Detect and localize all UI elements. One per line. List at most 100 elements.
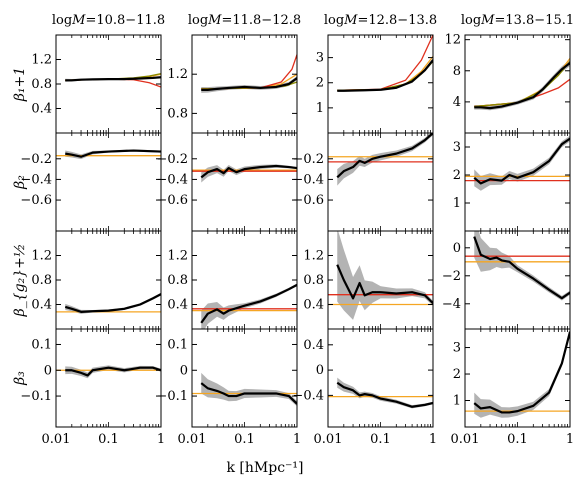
panel-frame [327, 132, 434, 232]
measured-line [64, 293, 161, 313]
y-tick-label: 0.4 [303, 338, 324, 353]
column-title: logM=13.8−15.1 [461, 13, 574, 28]
y-tick-label: −0.1 [156, 389, 188, 404]
y-tick-label: 2 [453, 168, 461, 183]
measured-line [473, 236, 570, 300]
measured-line [200, 283, 297, 324]
measured-line [201, 77, 297, 91]
error-band [201, 164, 297, 183]
y-tick-label: −0.2 [20, 152, 52, 167]
y-tick-label: 2 [453, 367, 461, 382]
measured-line [473, 137, 570, 185]
measured-line [473, 331, 570, 414]
error-band [474, 231, 570, 301]
y-tick-label: 0.4 [31, 298, 52, 313]
y-tick-label: −0.6 [292, 193, 324, 208]
y-tick-label: −0.6 [20, 193, 52, 208]
y-tick-label: 3 [453, 140, 461, 155]
y-tick-label: −0.4 [292, 172, 324, 187]
y-tick-label: 0.8 [31, 273, 52, 288]
y-tick-label: 0.8 [303, 273, 324, 288]
panel-frame [191, 328, 298, 428]
measured-line [200, 164, 297, 179]
x-tick-label: 0.1 [234, 432, 255, 447]
panel-frame [191, 132, 298, 232]
error-band [474, 135, 570, 191]
y-tick-label: 1 [316, 101, 324, 116]
error-band [337, 231, 433, 320]
column-title: logM=11.8−12.8 [188, 13, 301, 28]
row-label: β₂ [12, 175, 28, 190]
y-tick-label: 1 [453, 394, 461, 409]
x-tick-label: 0.1 [507, 432, 528, 447]
measured-line [336, 381, 433, 408]
y-tick-label: −0.4 [292, 388, 324, 403]
panel-frame [464, 34, 571, 134]
y-tick-label: 3 [453, 341, 461, 356]
measured-line [336, 133, 433, 179]
y-tick-label: 0 [316, 363, 324, 378]
y-tick-label: 3 [316, 51, 324, 66]
measured-line [200, 382, 297, 405]
y-tick-label: 0 [453, 241, 461, 256]
row-label: β_{g₂}+½ [12, 244, 28, 318]
y-tick-label: 4 [453, 95, 461, 110]
y-tick-label: −0.4 [156, 172, 188, 187]
x-tick-label: 0.01 [178, 432, 207, 447]
y-tick-label: 8 [453, 64, 461, 79]
y-tick-label: 0 [44, 363, 52, 378]
x-axis-label: k [hMpc⁻¹] [226, 460, 303, 476]
y-tick-label: 0.8 [31, 77, 52, 92]
error-band [337, 377, 433, 409]
x-tick-label: 0.01 [451, 432, 480, 447]
error-band [65, 149, 161, 160]
row-label: β₁+1 [12, 67, 28, 102]
measured-line [336, 264, 433, 305]
y-tick-label: 1.2 [167, 67, 188, 82]
x-tick-label: 0.1 [98, 432, 119, 447]
x-tick-label: 1 [293, 432, 301, 447]
y-tick-label: 0.4 [303, 298, 324, 313]
y-tick-label: 0.1 [31, 337, 52, 352]
column-title: logM=10.8−11.8 [52, 13, 165, 28]
y-tick-label: 1.2 [167, 249, 188, 264]
y-tick-label: 2 [316, 76, 324, 91]
x-tick-label: 0.01 [42, 432, 71, 447]
panel-frame [327, 328, 434, 428]
x-tick-label: 1 [566, 432, 574, 447]
x-tick-label: 0.01 [314, 432, 343, 447]
measured-line [474, 62, 570, 110]
y-tick-label: 0.4 [167, 298, 188, 313]
error-band [201, 372, 297, 407]
model-orange-line [337, 55, 433, 91]
y-tick-label: −2 [442, 269, 461, 284]
measured-line [65, 76, 161, 82]
error-band [201, 283, 297, 329]
error-band [474, 59, 570, 111]
y-tick-label: −0.2 [292, 152, 324, 167]
model-red-line [337, 35, 433, 91]
y-tick-label: 1.2 [31, 53, 52, 68]
panel-frame [55, 34, 162, 134]
measured-line [65, 149, 161, 158]
x-tick-label: 1 [429, 432, 437, 447]
y-tick-label: 1.2 [31, 249, 52, 264]
row-label: β₃ [12, 371, 28, 386]
model-olive-line [474, 61, 570, 108]
y-tick-label: −0.1 [20, 389, 52, 404]
measured-line [337, 59, 433, 92]
y-tick-label: 1.2 [303, 249, 324, 264]
y-tick-label: −0.6 [156, 193, 188, 208]
panel-frame [327, 34, 434, 134]
y-tick-label: 0 [180, 363, 188, 378]
y-tick-label: −0.4 [20, 172, 52, 187]
y-tick-label: −0.2 [156, 152, 188, 167]
panel-frame [55, 230, 162, 330]
y-tick-label: 12 [444, 33, 461, 48]
panel-frame [55, 328, 162, 428]
x-tick-label: 1 [157, 432, 165, 447]
error-band [337, 133, 433, 186]
x-tick-label: 0.1 [370, 432, 391, 447]
y-tick-label: −4 [442, 297, 461, 312]
